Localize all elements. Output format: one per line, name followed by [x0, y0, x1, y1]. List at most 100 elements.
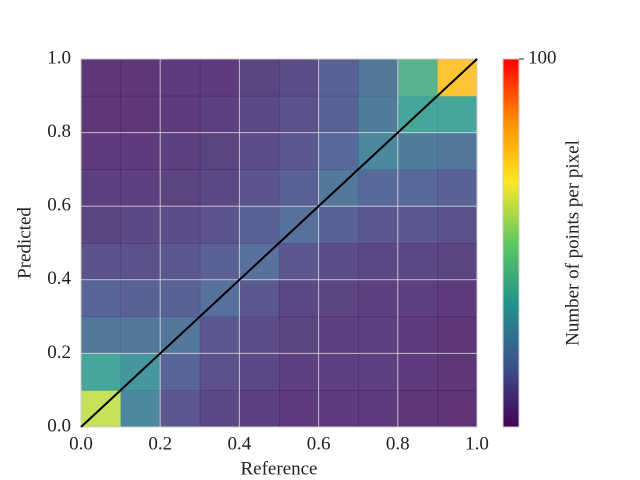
heatmap-cell [120, 169, 161, 207]
heatmap-cell [160, 95, 201, 134]
heatmap-cell [199, 169, 240, 207]
heatmap-cell [279, 316, 320, 354]
heatmap-cell [81, 169, 122, 207]
heatmap-cell [239, 316, 280, 354]
heatmap-cell [199, 390, 240, 428]
heatmap-cell [318, 59, 359, 97]
heatmap-cell [199, 243, 240, 281]
heatmap-cell [279, 243, 320, 281]
heatmap-cell [120, 390, 161, 428]
y-tick-label: 1.0 [47, 47, 71, 68]
heatmap-cell [358, 316, 399, 354]
heatmap-cell [160, 206, 201, 244]
heatmap-cell [358, 59, 399, 97]
y-tick-label: 0.2 [47, 342, 71, 363]
heatmap-cell [160, 353, 201, 391]
x-tick-label: 0.2 [148, 433, 172, 454]
heatmap-cell [279, 279, 320, 318]
x-tick-label: 0.0 [69, 433, 93, 454]
x-tick-label: 0.6 [307, 433, 331, 454]
heatmap-cell [160, 59, 201, 97]
heatmap-cell [279, 169, 320, 207]
heatmap-cell [397, 132, 438, 170]
heatmap-cell [437, 279, 478, 318]
heatmap-cell [397, 169, 438, 207]
heatmap-cell [358, 95, 399, 134]
heatmap-cell [199, 316, 240, 354]
heatmap-cell [318, 390, 359, 428]
heatmap-cell [358, 390, 399, 428]
colorbar-label: Number of points per pixel [562, 140, 583, 346]
heatmap-cell [397, 390, 438, 428]
heatmap-cell [120, 95, 161, 134]
heatmap-cell [358, 353, 399, 391]
heatmap-cell [279, 95, 320, 134]
x-tick-label: 0.8 [386, 433, 410, 454]
heatmap-cell [120, 132, 161, 170]
heatmap-cell [239, 132, 280, 170]
heatmap-cell [239, 95, 280, 134]
colorbar [502, 58, 520, 428]
heatmap-cell [437, 353, 478, 391]
heatmap-cell [81, 132, 122, 170]
heatmap-cell [437, 316, 478, 354]
heatmap-cell [279, 353, 320, 391]
heatmap-cell [318, 353, 359, 391]
heatmap-cell [437, 206, 478, 244]
y-tick-label: 0.8 [47, 121, 71, 142]
heatmap-cell [239, 390, 280, 428]
heatmap-cell [81, 206, 122, 244]
heatmap-cell [358, 206, 399, 244]
heatmap-cell [437, 169, 478, 207]
heatmap-cell [318, 279, 359, 318]
heatmap-cell [199, 132, 240, 170]
heatmap-cell [358, 243, 399, 281]
heatmap-cell [279, 132, 320, 170]
heatmap-cell [120, 59, 161, 97]
heatmap-cell [81, 316, 122, 354]
heatmap-cell [81, 59, 122, 97]
heatmap-cell [279, 59, 320, 97]
heatmap-cell [199, 206, 240, 244]
y-tick-label: 0.6 [47, 195, 71, 216]
heatmap-cell [199, 59, 240, 97]
heatmap-cell [81, 95, 122, 134]
x-tick-label: 1.0 [465, 433, 489, 454]
heatmap-cell [397, 206, 438, 244]
heatmap-cell [437, 243, 478, 281]
diagonal-line [80, 58, 478, 428]
heatmap-cell [397, 353, 438, 391]
heatmap-cell [318, 95, 359, 134]
y-tick-label: 0.0 [47, 415, 71, 436]
heatmap-cell [239, 169, 280, 207]
heatmap-cell [160, 169, 201, 207]
colorbar-tick-label: 100 [528, 47, 557, 68]
heatmap-cell [279, 390, 320, 428]
heatmap-cell [81, 279, 122, 318]
heatmap-cell [120, 243, 161, 281]
heatmap-cell [397, 279, 438, 318]
heatmap-cell [120, 279, 161, 318]
heatmap-cell [239, 279, 280, 318]
heatmap-cell [160, 132, 201, 170]
heatmap-cell [81, 243, 122, 281]
heatmap-cell [318, 206, 359, 244]
heatmap-cell [437, 390, 478, 428]
heatmap-cell [199, 353, 240, 391]
heatmap-cell [239, 206, 280, 244]
heatmap-cell [81, 353, 122, 391]
heatmap-cell [120, 316, 161, 354]
heatmap-cell [358, 169, 399, 207]
heatmap-cell [318, 132, 359, 170]
heatmap-cell [318, 316, 359, 354]
heatmap-cell [437, 95, 478, 134]
heatmap-cell [358, 279, 399, 318]
heatmap-cell [397, 59, 438, 97]
heatmap-cell [120, 206, 161, 244]
heatmap-cell [239, 353, 280, 391]
heatmap-cell [437, 132, 478, 170]
heatmap-cell [160, 279, 201, 318]
heatmap-cell [397, 243, 438, 281]
heatmap-cell [199, 95, 240, 134]
